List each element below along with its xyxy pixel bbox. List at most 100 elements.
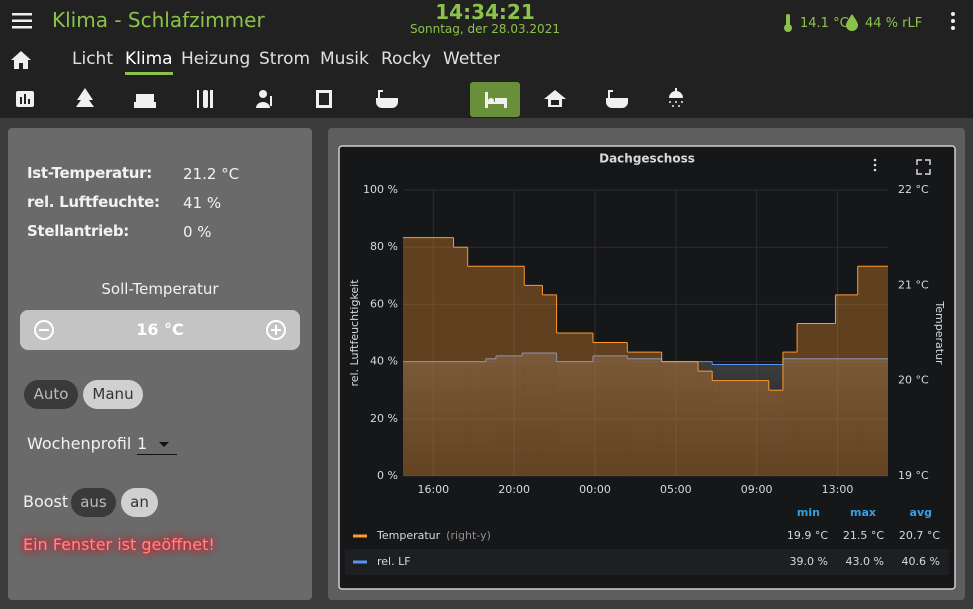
- legend-swatch[interactable]: [353, 560, 367, 564]
- area-step: [592, 342, 628, 476]
- area-step: [403, 361, 486, 476]
- bath-icon[interactable]: [376, 90, 398, 108]
- y2-tick-label: 22 °C: [898, 183, 929, 196]
- legend-stat: 43.0 %: [846, 555, 884, 568]
- drop-icon: [846, 14, 858, 31]
- area-step: [467, 266, 525, 476]
- decrease-button[interactable]: [33, 319, 55, 341]
- mode-auto[interactable]: Auto: [24, 380, 78, 409]
- y-axis-label: rel. Luftfeuchtigkeit: [348, 279, 361, 387]
- y2-tick-label: 21 °C: [898, 278, 929, 291]
- area-step: [453, 247, 468, 476]
- profile-value: 1: [137, 434, 148, 453]
- series: [403, 237, 888, 476]
- thermostat-panel: [8, 128, 312, 600]
- tree-icon[interactable]: [76, 88, 94, 107]
- boost-label: Boost: [23, 492, 69, 511]
- caret: [159, 442, 169, 447]
- nav-tab[interactable]: Rocky: [381, 49, 432, 69]
- area-step: [797, 323, 836, 476]
- reading-label: rel. Luftfeuchte:: [27, 193, 160, 211]
- x-tick-label: 05:00: [660, 483, 692, 496]
- house-icon[interactable]: [544, 90, 566, 107]
- shower-icon[interactable]: [669, 88, 683, 107]
- home-icon[interactable]: [10, 50, 32, 70]
- legend-swatch[interactable]: [353, 534, 367, 538]
- area-step: [556, 333, 593, 476]
- setpoint-title: Soll-Temperatur: [101, 280, 219, 298]
- area-step: [835, 294, 858, 476]
- legend-name[interactable]: Temperatur: [376, 529, 441, 542]
- area-step: [592, 355, 628, 476]
- bed-icon[interactable]: [485, 92, 507, 108]
- outside-temperature: 14.1 °C: [800, 16, 849, 31]
- area-step: [782, 352, 798, 476]
- legend-axis-note: (right-y): [446, 529, 491, 542]
- music-room-icon[interactable]: [256, 90, 272, 108]
- area-step: [522, 353, 557, 476]
- area-step: [661, 361, 699, 476]
- area-step: [712, 380, 769, 476]
- area-step: [768, 390, 783, 476]
- nav-tab[interactable]: Klima: [125, 49, 173, 75]
- bath2-icon[interactable]: [606, 90, 628, 108]
- legend-header: avg: [910, 506, 932, 519]
- x-tick-label: 16:00: [417, 483, 449, 496]
- outside-humidity: 44 % rLF: [865, 16, 923, 31]
- y2-axis-label: Temperatur: [933, 300, 946, 365]
- legend-header: max: [850, 506, 876, 519]
- nav-tab[interactable]: Wetter: [443, 49, 501, 69]
- date: Sonntag, der 28.03.2021: [410, 22, 560, 36]
- nav-tab[interactable]: Strom: [259, 49, 311, 69]
- y2-tick-label: 19 °C: [898, 469, 929, 482]
- legend-stat: 19.9 °C: [787, 529, 828, 542]
- legend-stat: 40.6 %: [902, 555, 940, 568]
- reading-value: 0 %: [183, 223, 212, 241]
- y-tick-label: 0 %: [377, 469, 398, 482]
- y-tick-label: 40 %: [370, 355, 398, 368]
- dining-icon[interactable]: [197, 90, 213, 108]
- page-title: Klima - Schlafzimmer: [52, 8, 265, 32]
- y2-tick-label: 20 °C: [898, 374, 929, 387]
- legend-stat: 20.7 °C: [899, 529, 940, 542]
- reading-value: 21.2 °C: [183, 165, 240, 183]
- room-icons: [16, 88, 683, 108]
- increase-button[interactable]: [265, 319, 287, 341]
- chart-title: Dachgeschoss: [599, 152, 695, 166]
- nav-tab[interactable]: Musik: [320, 49, 369, 69]
- area-step: [627, 358, 662, 476]
- y-tick-label: 60 %: [370, 297, 398, 310]
- mode-manu[interactable]: Manu: [83, 380, 143, 409]
- more-icon[interactable]: [950, 11, 956, 31]
- area-step: [698, 371, 713, 476]
- reading-label: Ist-Temperatur:: [27, 164, 152, 182]
- top-bar: Klima - Schlafzimmer 14:34:21 Sonntag, d…: [0, 0, 973, 118]
- x-tick-label: 09:00: [741, 483, 773, 496]
- x-tick-label: 13:00: [822, 483, 854, 496]
- boost-on[interactable]: an: [121, 488, 158, 517]
- area-step: [556, 361, 593, 476]
- profile-label: Wochenprofil: [27, 434, 132, 453]
- stats-icon[interactable]: [16, 91, 34, 107]
- nav-tab[interactable]: Licht: [72, 49, 113, 69]
- area-step: [627, 352, 662, 476]
- x-tick-label: 20:00: [498, 483, 530, 496]
- chart-menu[interactable]: [873, 158, 877, 172]
- series: [403, 352, 888, 476]
- setpoint-control: [20, 310, 300, 350]
- area-step: [524, 285, 543, 476]
- legend-name[interactable]: rel. LF: [377, 555, 411, 568]
- thermometer-icon: [784, 14, 792, 32]
- sofa-icon[interactable]: [134, 94, 156, 108]
- legend-stat: 39.0 %: [790, 555, 828, 568]
- boost-off[interactable]: aus: [71, 488, 116, 517]
- legend-row-bg: [345, 549, 949, 575]
- fullscreen-icon[interactable]: [916, 159, 931, 175]
- door-icon[interactable]: [316, 90, 332, 108]
- legend-header: min: [797, 506, 820, 519]
- menu-icon[interactable]: [12, 12, 34, 30]
- nav-tab[interactable]: Heizung: [181, 49, 251, 69]
- area-step: [712, 364, 783, 476]
- profile-select[interactable]: 1: [137, 434, 177, 455]
